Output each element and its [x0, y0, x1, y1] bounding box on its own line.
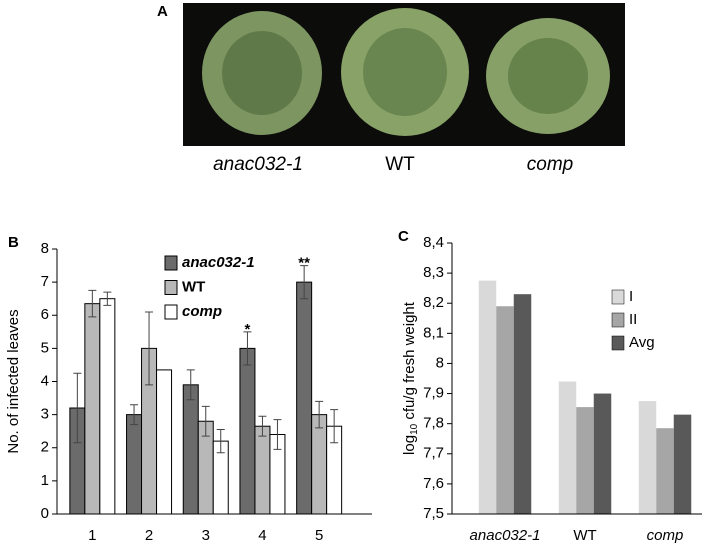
x-tick-label: comp — [647, 527, 684, 544]
bar — [638, 401, 657, 514]
y-tick-label: 8 — [41, 240, 49, 257]
photo-caption: comp — [527, 154, 573, 175]
bar — [593, 393, 612, 514]
legend-label: anac032-1 — [182, 254, 255, 271]
y-tick-label: 8 — [436, 354, 444, 371]
legend-label: II — [629, 311, 637, 328]
y-tick-label: 4 — [41, 372, 49, 389]
error-bar — [315, 400, 324, 429]
significance-mark: * — [245, 321, 251, 338]
error-bar — [145, 311, 154, 386]
error-bar — [300, 265, 309, 300]
panel-label: B — [8, 234, 19, 251]
bar — [84, 303, 101, 515]
error-bar — [186, 369, 195, 401]
plant — [508, 38, 588, 114]
legend-swatch — [611, 335, 625, 351]
plant — [363, 28, 447, 116]
panel-label: A — [157, 3, 168, 20]
error-bar — [258, 415, 267, 437]
significance-mark: ** — [298, 255, 310, 272]
photo-caption: WT — [385, 154, 415, 175]
x-tick-label: 3 — [202, 527, 210, 544]
y-tick-label: 7,5 — [423, 505, 444, 522]
y-tick-label: 7,6 — [423, 475, 444, 492]
x-tick-label: anac032-1 — [470, 527, 541, 544]
error-bar — [88, 289, 97, 318]
photo-caption: anac032-1 — [213, 154, 303, 175]
y-axis-label-base: log — [401, 435, 418, 455]
error-bar — [216, 429, 225, 454]
legend-label: comp — [182, 303, 222, 320]
x-tick-label: 1 — [88, 527, 96, 544]
y-tick-label: 7 — [41, 273, 49, 290]
x-tick-label: 2 — [145, 527, 153, 544]
bar — [239, 347, 256, 515]
bar — [576, 407, 594, 514]
bar — [673, 414, 692, 514]
error-bar — [73, 372, 82, 444]
y-axis-label: log10 cfu/g fresh weight — [401, 301, 420, 455]
bar — [126, 414, 143, 515]
y-tick-label: 2 — [41, 439, 49, 456]
bar — [478, 280, 497, 514]
x-tick-label: 5 — [315, 527, 323, 544]
legend-label: WT — [182, 278, 205, 295]
y-tick-label: 6 — [41, 306, 49, 323]
y-tick-label: 7,9 — [423, 385, 444, 402]
x-tick-label: 4 — [258, 527, 266, 544]
panel-label: C — [398, 228, 409, 245]
bar — [496, 306, 514, 514]
bar — [558, 381, 577, 514]
error-bar — [330, 409, 339, 444]
y-tick-label: 8,3 — [423, 264, 444, 281]
photo-panel: A — [157, 3, 625, 146]
bar — [296, 281, 313, 515]
bar — [513, 294, 532, 514]
error-bar — [130, 404, 139, 426]
bar — [156, 369, 173, 515]
bar — [656, 428, 674, 514]
error-bar — [273, 419, 282, 450]
y-axis-label: No. of infected leaves — [5, 309, 22, 453]
y-tick-label: 7,8 — [423, 415, 444, 432]
error-bar — [103, 291, 112, 306]
legend-swatch — [611, 312, 625, 328]
bar — [99, 298, 116, 515]
legend-swatch — [164, 304, 178, 320]
y-tick-label: 8,1 — [423, 324, 444, 341]
y-tick-label: 1 — [41, 472, 49, 489]
error-bar — [201, 405, 210, 437]
y-tick-label: 0 — [41, 505, 49, 522]
y-axis-label-subscript: 10 — [409, 423, 420, 435]
bar — [311, 414, 328, 515]
legend-swatch — [611, 289, 625, 305]
bar — [254, 425, 271, 515]
y-tick-label: 8,2 — [423, 294, 444, 311]
y-tick-label: 3 — [41, 406, 49, 423]
y-axis-label-rest: cfu/g fresh weight — [401, 301, 418, 424]
legend-swatch — [164, 255, 178, 271]
x-tick-label: WT — [573, 527, 596, 544]
plant — [222, 31, 302, 115]
bar — [182, 384, 199, 515]
y-tick-label: 7,7 — [423, 445, 444, 462]
error-bar — [243, 331, 252, 366]
y-tick-label: 8,4 — [423, 234, 444, 251]
y-tick-label: 5 — [41, 339, 49, 356]
legend-swatch — [164, 280, 178, 295]
legend-label: Avg — [629, 334, 655, 351]
legend-label: I — [629, 288, 633, 305]
